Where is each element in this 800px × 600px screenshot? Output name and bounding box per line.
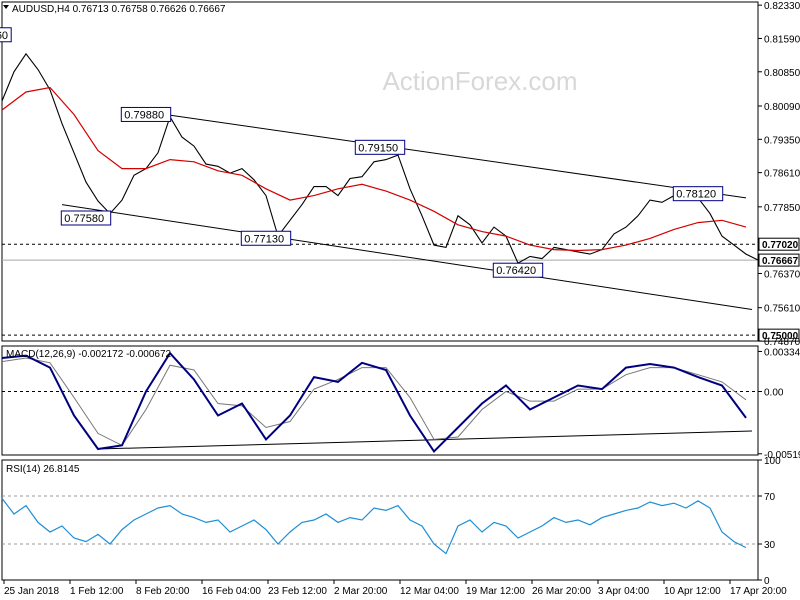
- annotation-text: 0.79150: [358, 142, 398, 154]
- y-tick-label: 0.78610: [764, 169, 800, 180]
- y-tick-label: 0.74870: [764, 337, 800, 348]
- macd-line: [1, 351, 747, 453]
- channel-upper-line: [133, 109, 747, 199]
- annotation-text: 0.76420: [496, 265, 536, 277]
- price-line: [1, 52, 759, 264]
- price-annotation: 60: [0, 27, 12, 43]
- rsi-panel-frame: [1, 459, 759, 581]
- price-tag-box: [758, 253, 800, 267]
- price-annotation: 0.79880: [120, 106, 172, 122]
- x-tick-label: 25 Jan 2018: [4, 586, 59, 597]
- price-tag-box: [758, 237, 800, 251]
- y-tick-label: 0.77850: [764, 203, 800, 214]
- annotation-box: [120, 106, 172, 122]
- x-tick-label: 19 Mar 12:00: [466, 586, 525, 597]
- price-tag-label: 0.75000: [762, 331, 799, 342]
- rsi-label: RSI(14) 26.8145: [6, 464, 80, 475]
- x-tick-label: 10 Apr 12:00: [664, 586, 721, 597]
- annotation-text: 0.78120: [676, 189, 716, 201]
- macd-y-tick-label: 0.003345: [764, 347, 800, 358]
- y-tick-label: 0.76370: [764, 269, 800, 280]
- y-tick-label: 0.75610: [764, 304, 800, 315]
- annotation-text: 0.77130: [244, 233, 284, 245]
- annotation-box: [240, 230, 292, 246]
- price-annotation: 0.77580: [60, 210, 112, 226]
- price-tag-label: 0.77020: [762, 240, 799, 251]
- y-tick-label: 0.82330: [764, 1, 800, 12]
- price-tag-box: [758, 328, 800, 342]
- macd-y-tick-label: 0.00: [764, 388, 784, 399]
- macd-signal-line: [1, 357, 747, 447]
- y-tick-label: 0.81590: [764, 34, 800, 45]
- rsi-line: [1, 498, 747, 555]
- annotation-box: [60, 210, 112, 226]
- price-annotation: 0.77130: [240, 230, 292, 246]
- annotation-box: [354, 139, 406, 155]
- symbol-header: AUDUSD,H4 0.76713 0.76758 0.76626 0.7666…: [12, 4, 226, 15]
- x-tick-label: 23 Feb 12:00: [268, 586, 327, 597]
- price-tag-label: 0.76667: [762, 256, 799, 267]
- macd-panel-frame: [1, 345, 759, 456]
- price-annotation: 0.78120: [672, 186, 724, 202]
- x-tick-label: 8 Feb 20:00: [136, 586, 190, 597]
- annotation-text: 0.79880: [124, 109, 164, 121]
- x-tick-label: 2 Mar 20:00: [334, 586, 388, 597]
- x-tick-label: 3 Apr 04:00: [598, 586, 650, 597]
- x-tick-label: 1 Feb 12:00: [70, 586, 124, 597]
- moving-average-line: [1, 86, 747, 252]
- dropdown-triangle-icon: [3, 5, 9, 9]
- annotation-box: [492, 262, 544, 278]
- y-tick-label: 0.80090: [764, 102, 800, 113]
- x-tick-label: 26 Mar 20:00: [532, 586, 591, 597]
- y-tick-label: 0.79350: [764, 135, 800, 146]
- annotation-box: [672, 186, 724, 202]
- x-tick-label: 12 Mar 04:00: [400, 586, 459, 597]
- rsi-y-tick-label: 100: [764, 456, 781, 467]
- price-annotation: 0.79150: [354, 139, 406, 155]
- annotation-text: 0.77580: [64, 213, 104, 225]
- channel-lower-line: [61, 204, 753, 310]
- price-annotation: 0.76420: [492, 262, 544, 278]
- macd-trendline: [97, 430, 753, 450]
- annotation-text: 60: [0, 30, 8, 42]
- watermark: ActionForex.com: [382, 66, 577, 96]
- rsi-y-tick-label: 0: [764, 576, 770, 587]
- y-tick-label: 0.80850: [764, 68, 800, 79]
- annotation-box: [0, 27, 12, 43]
- x-tick-label: 16 Feb 04:00: [202, 586, 261, 597]
- rsi-y-tick-label: 70: [764, 492, 776, 503]
- macd-label: MACD(12,26,9) -0.002172 -0.000672: [6, 349, 172, 360]
- price-panel-frame: [1, 1, 759, 342]
- rsi-y-tick-label: 30: [764, 540, 776, 551]
- x-tick-label: 17 Apr 20:00: [730, 586, 787, 597]
- macd-y-tick-label: -0.005197: [764, 450, 800, 461]
